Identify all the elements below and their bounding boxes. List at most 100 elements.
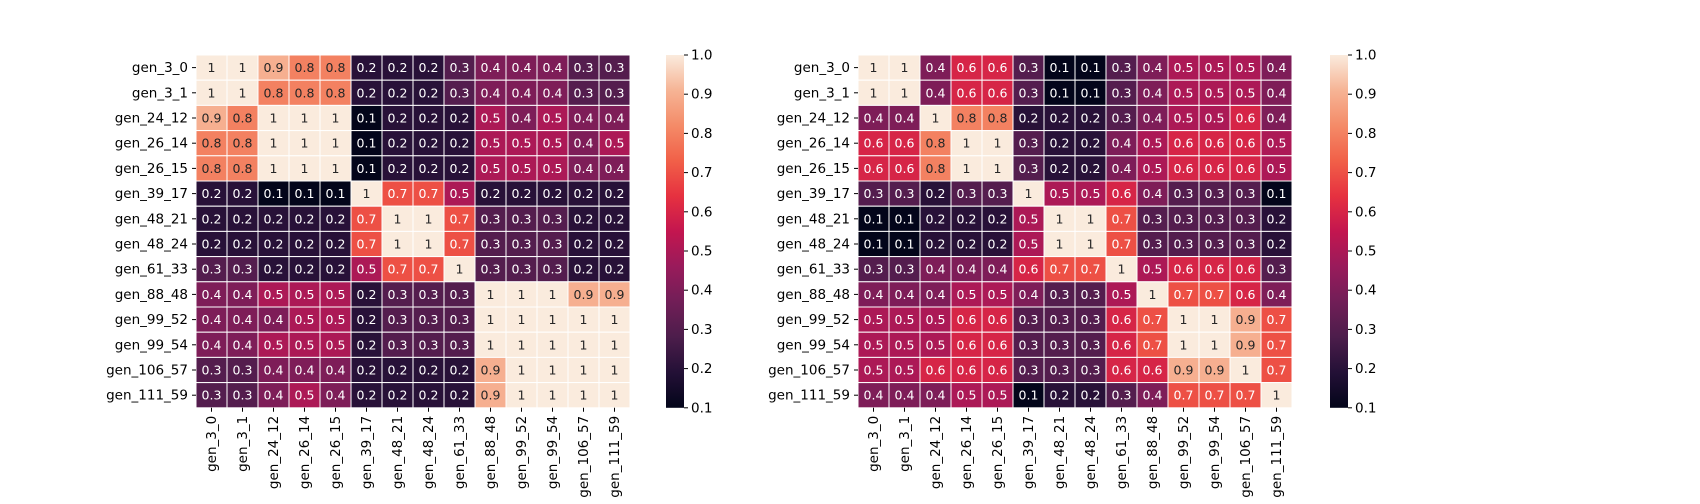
cell-value-label: 0.3 (895, 186, 915, 201)
cell-value-label: 0.7 (1205, 287, 1225, 302)
cell-value-label: 0.6 (957, 85, 977, 100)
cell-value-label: 0.5 (957, 287, 977, 302)
cell-value-label: 1 (239, 85, 247, 100)
cell-value-label: 0.2 (202, 237, 222, 252)
cell-value-label: 1 (994, 136, 1002, 151)
cell-value-label: 1 (208, 60, 216, 75)
cell-value-label: 0.7 (1205, 388, 1225, 403)
heatmap-cell (381, 306, 414, 333)
cell-value-label: 0.2 (1050, 136, 1070, 151)
heatmap-cell (443, 104, 476, 132)
cell-value-label: 0.5 (1236, 85, 1256, 100)
cell-value-label: 0.9 (264, 60, 284, 75)
x-tick-label: gen_99_52 (514, 416, 530, 489)
heatmap-cell (1167, 256, 1200, 283)
heatmap-cell (1229, 356, 1262, 384)
cell-value-label: 0.6 (1112, 186, 1132, 201)
x-tick-label: gen_61_33 (452, 416, 468, 489)
heatmap-cell (412, 104, 445, 132)
cell-value-label: 0.6 (1236, 287, 1256, 302)
cell-value-label: 0.5 (895, 312, 915, 327)
cell-value-label: 0.3 (1236, 211, 1256, 226)
heatmap-cell (536, 180, 569, 207)
cell-value-label: 1 (549, 337, 557, 352)
cell-value-label: 0.7 (419, 186, 439, 201)
cell-value-label: 0.4 (1112, 161, 1132, 176)
heatmap-cell (598, 130, 631, 157)
heatmap-cell (1136, 54, 1169, 81)
cell-value-label: 0.3 (1081, 287, 1101, 302)
cell-value-label: 0.2 (357, 363, 377, 378)
heatmap-cell (412, 281, 445, 308)
cell-value-label: 0.2 (357, 287, 377, 302)
cell-value-label: 1 (332, 111, 340, 126)
heatmap-cell (536, 54, 569, 81)
cell-value-label: 0.5 (326, 312, 346, 327)
heatmap-cell (474, 256, 507, 283)
cell-value-label: 0.2 (264, 211, 284, 226)
heatmap-cell (195, 281, 228, 308)
heatmap-cell (536, 205, 569, 232)
cell-value-label: 0.3 (605, 60, 625, 75)
cell-value-label: 0.6 (1174, 262, 1194, 277)
cell-value-label: 0.2 (1081, 388, 1101, 403)
cell-value-label: 0.9 (1236, 337, 1256, 352)
cell-value-label: 0.3 (864, 262, 884, 277)
heatmap-cell (195, 331, 228, 358)
cell-value-label: 0.3 (1112, 60, 1132, 75)
heatmap-cell (319, 306, 352, 333)
heatmap-cell (567, 155, 600, 182)
cell-value-label: 0.2 (605, 262, 625, 277)
heatmap-cell (443, 306, 476, 333)
colorbar-tick-label: 0.1 (1355, 400, 1376, 416)
y-tick-label: gen_106_57 (768, 363, 850, 379)
heatmap-cell (443, 79, 476, 106)
cell-value-label: 0.6 (957, 337, 977, 352)
cell-value-label: 0.3 (1112, 85, 1132, 100)
colorbar-tick-label: 0.9 (1355, 87, 1376, 103)
heatmap-cell (888, 256, 921, 283)
heatmap-cell (319, 356, 352, 384)
heatmap-cell (412, 79, 445, 106)
heatmap-cell (1260, 155, 1293, 182)
colorbar (666, 55, 684, 408)
cell-value-label: 0.2 (388, 161, 408, 176)
cell-value-label: 0.3 (512, 211, 532, 226)
cell-value-label: 0.2 (1050, 161, 1070, 176)
heatmap-cell (1198, 54, 1231, 81)
cell-value-label: 0.7 (419, 262, 439, 277)
heatmap-cell (598, 104, 631, 132)
cell-value-label: 0.2 (295, 211, 315, 226)
cell-value-label: 0.7 (1267, 312, 1287, 327)
cell-value-label: 0.5 (543, 111, 563, 126)
heatmap-cell (888, 356, 921, 384)
heatmap-cell (350, 382, 383, 409)
cell-value-label: 0.3 (574, 85, 594, 100)
x-tick-label: gen_106_57 (1238, 416, 1254, 498)
heatmap-cell (567, 281, 600, 308)
cell-value-label: 1 (549, 287, 557, 302)
cell-value-label: 0.5 (1019, 237, 1039, 252)
cell-value-label: 0.3 (957, 186, 977, 201)
cell-value-label: 0.4 (1267, 111, 1287, 126)
cell-value-label: 0.5 (450, 186, 470, 201)
heatmap-cell (981, 104, 1014, 132)
heatmap-cell (381, 205, 414, 232)
cell-value-label: 0.6 (957, 363, 977, 378)
cell-value-label: 0.2 (357, 337, 377, 352)
cell-value-label: 0.4 (1143, 111, 1163, 126)
cell-value-label: 0.2 (295, 237, 315, 252)
heatmap-cell (567, 382, 600, 409)
cell-value-label: 0.2 (450, 388, 470, 403)
heatmap-cell (1167, 79, 1200, 106)
heatmap-cell (1136, 79, 1169, 106)
cell-value-label: 0.2 (295, 262, 315, 277)
cell-value-label: 0.6 (957, 312, 977, 327)
heatmap-cell (1229, 306, 1262, 333)
y-tick-label: gen_99_54 (115, 337, 188, 353)
heatmap-cell (1260, 230, 1293, 258)
heatmap-cell (981, 281, 1014, 308)
cell-value-label: 0.5 (264, 337, 284, 352)
heatmap-cell (1043, 79, 1076, 106)
cell-value-label: 0.2 (988, 211, 1008, 226)
